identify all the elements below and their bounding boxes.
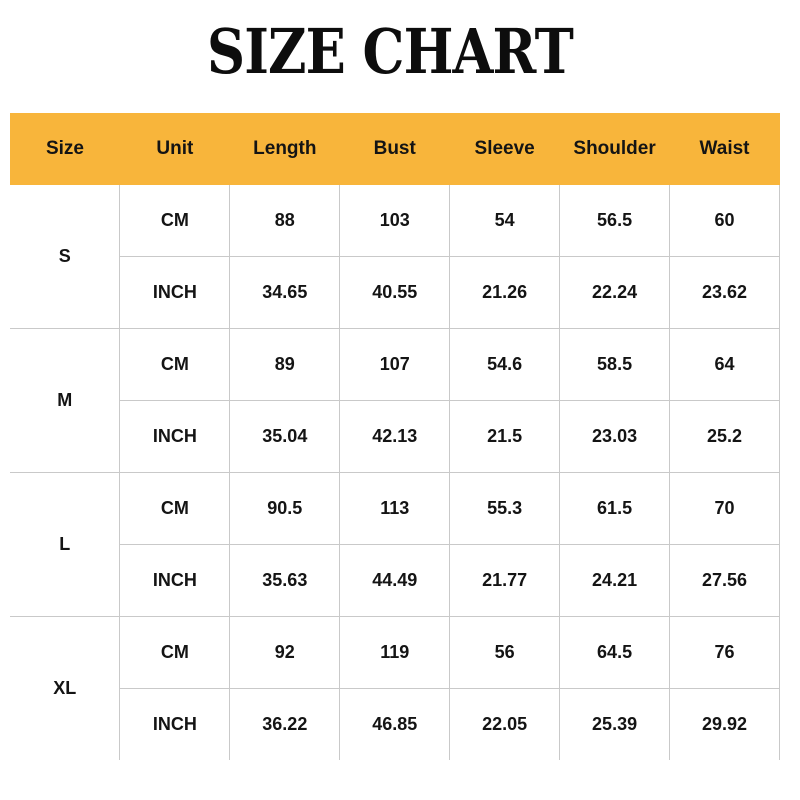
table-body: S CM 88 103 54 56.5 60 INCH 34.65 40.55 … xyxy=(10,185,780,760)
value-cell: 27.56 xyxy=(669,544,780,617)
value-cell: 42.13 xyxy=(339,400,451,473)
value-cell: 55.3 xyxy=(449,472,561,545)
column-header-waist: Waist xyxy=(669,113,780,185)
table-row: L CM 90.5 113 55.3 61.5 70 xyxy=(10,472,780,617)
table-row: INCH 34.65 40.55 21.26 22.24 23.62 xyxy=(10,256,780,329)
column-header-bust: Bust xyxy=(339,113,450,185)
value-cell: 22.24 xyxy=(559,256,671,329)
size-label-l: L xyxy=(10,472,121,617)
table-row: INCH 36.22 46.85 22.05 25.39 29.92 xyxy=(10,688,780,760)
size-label-xl: XL xyxy=(10,616,121,760)
value-cell: 92 xyxy=(229,616,341,689)
value-cell: 29.92 xyxy=(669,688,780,760)
value-cell: 61.5 xyxy=(559,472,671,545)
value-cell: 119 xyxy=(339,616,451,689)
value-cell: 24.21 xyxy=(559,544,671,617)
value-cell: 46.85 xyxy=(339,688,451,760)
value-cell: 113 xyxy=(339,472,451,545)
size-chart-container: Size Unit Length Bust Sleeve Shoulder Wa… xyxy=(10,113,780,760)
value-cell: 107 xyxy=(339,328,451,401)
value-cell: 56.5 xyxy=(559,185,671,257)
unit-cell: INCH xyxy=(119,544,231,617)
size-chart-table: Size Unit Length Bust Sleeve Shoulder Wa… xyxy=(10,113,780,760)
table-row: XL CM 92 119 56 64.5 76 xyxy=(10,616,780,760)
value-cell: 36.22 xyxy=(229,688,341,760)
value-cell: 23.62 xyxy=(669,256,780,329)
column-header-unit: Unit xyxy=(119,113,230,185)
table-row: M CM 89 107 54.6 58.5 64 xyxy=(10,328,780,473)
unit-cell: CM xyxy=(119,616,231,689)
unit-cell: CM xyxy=(119,328,231,401)
value-cell: 21.5 xyxy=(449,400,561,473)
column-header-shoulder: Shoulder xyxy=(559,113,670,185)
unit-cell: INCH xyxy=(119,400,231,473)
value-cell: 23.03 xyxy=(559,400,671,473)
size-label-s: S xyxy=(10,185,121,329)
value-cell: 25.39 xyxy=(559,688,671,760)
value-cell: 34.65 xyxy=(229,256,341,329)
value-cell: 40.55 xyxy=(339,256,451,329)
value-cell: 90.5 xyxy=(229,472,341,545)
unit-cell: INCH xyxy=(119,256,231,329)
column-header-sleeve: Sleeve xyxy=(449,113,560,185)
value-cell: 22.05 xyxy=(449,688,561,760)
value-cell: 70 xyxy=(669,472,780,545)
value-cell: 89 xyxy=(229,328,341,401)
table-row: INCH 35.04 42.13 21.5 23.03 25.2 xyxy=(10,400,780,473)
page-title: SIZE CHART xyxy=(207,15,574,88)
unit-cell: CM xyxy=(119,185,231,257)
column-header-size: Size xyxy=(10,113,120,185)
size-label-m: M xyxy=(10,328,121,473)
value-cell: 44.49 xyxy=(339,544,451,617)
value-cell: 25.2 xyxy=(669,400,780,473)
value-cell: 56 xyxy=(449,616,561,689)
table-row: S CM 88 103 54 56.5 60 xyxy=(10,185,780,329)
value-cell: 21.77 xyxy=(449,544,561,617)
header-row: Size Unit Length Bust Sleeve Shoulder Wa… xyxy=(10,113,780,185)
unit-cell: CM xyxy=(119,472,231,545)
value-cell: 60 xyxy=(669,185,780,257)
unit-cell: INCH xyxy=(119,688,231,760)
table-row: INCH 35.63 44.49 21.77 24.21 27.56 xyxy=(10,544,780,617)
value-cell: 88 xyxy=(229,185,341,257)
table-header: Size Unit Length Bust Sleeve Shoulder Wa… xyxy=(10,113,780,185)
value-cell: 35.04 xyxy=(229,400,341,473)
value-cell: 103 xyxy=(339,185,451,257)
value-cell: 35.63 xyxy=(229,544,341,617)
value-cell: 64.5 xyxy=(559,616,671,689)
value-cell: 76 xyxy=(669,616,780,689)
value-cell: 58.5 xyxy=(559,328,671,401)
value-cell: 64 xyxy=(669,328,780,401)
value-cell: 21.26 xyxy=(449,256,561,329)
column-header-length: Length xyxy=(229,113,340,185)
value-cell: 54.6 xyxy=(449,328,561,401)
value-cell: 54 xyxy=(449,185,561,257)
